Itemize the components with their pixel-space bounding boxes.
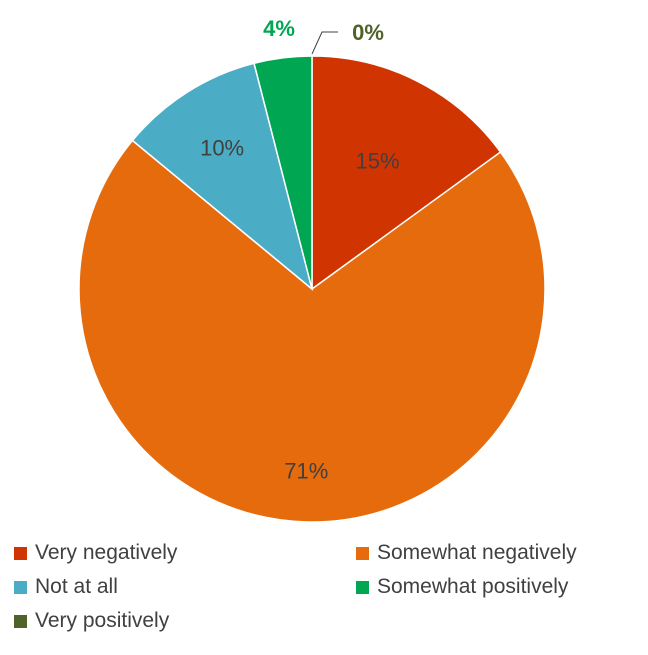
data-label-very-positively: 0% [352, 20, 384, 45]
data-label-somewhat-positively: 4% [263, 16, 295, 41]
leader-line-very-positively [311, 31, 338, 55]
data-label-very-negatively: 15% [356, 148, 400, 173]
pie-slice-somewhat-negatively [78, 139, 546, 523]
data-label-somewhat-negatively: 71% [284, 459, 328, 484]
pie-slice-somewhat-positively [253, 55, 313, 290]
pie-slice-very-negatively [311, 55, 502, 291]
data-label-not-at-all: 10% [200, 135, 244, 160]
pie-slice-not-at-all [131, 62, 314, 292]
